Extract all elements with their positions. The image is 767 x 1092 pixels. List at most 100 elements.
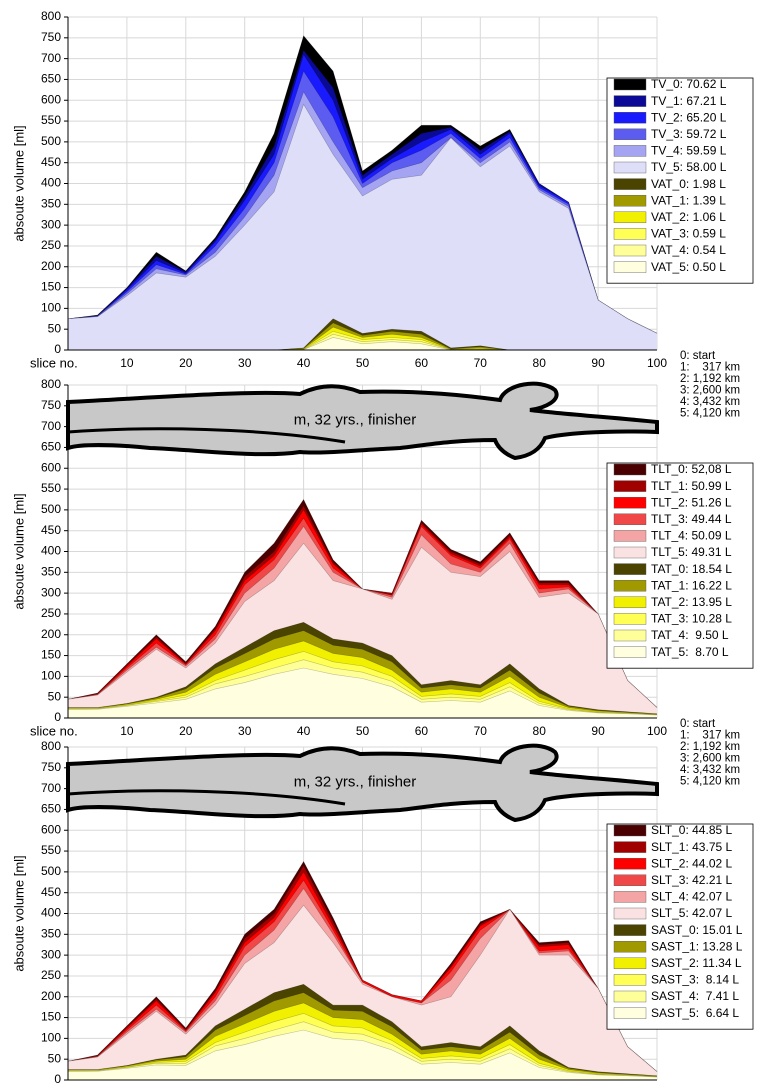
area xyxy=(68,1030,657,1080)
legend-label: SLT_1: 43.75 L xyxy=(651,840,732,854)
area-outline xyxy=(68,1013,658,1077)
legend-swatch xyxy=(613,974,647,986)
distance-key: 2: 1,192 km xyxy=(680,373,740,385)
legend-label: SAST_1: 13.28 L xyxy=(651,939,743,953)
legend-swatch xyxy=(613,646,647,658)
annotation: m, 32 yrs., finisher xyxy=(294,773,417,790)
legend-label: SLT_2: 44.02 L xyxy=(651,856,732,870)
legend-label: TLT_2: 51.26 L xyxy=(651,495,732,509)
legend-swatch xyxy=(613,957,647,969)
legend-label: TAT_1: 16.22 L xyxy=(651,578,732,592)
legend-swatch xyxy=(613,874,647,886)
y-tick-label: 550 xyxy=(41,843,61,857)
area xyxy=(68,331,657,350)
area-outline xyxy=(68,1021,658,1077)
y-tick-label: 300 xyxy=(41,947,61,961)
y-axis-label: absoute volume [ml] xyxy=(11,125,26,241)
legend-label: VAT_4: 0.54 L xyxy=(651,243,726,257)
y-tick-label: 400 xyxy=(41,544,61,558)
y-tick-label: 250 xyxy=(41,968,61,982)
legend: SLT_0: 44.85 L SLT_1: 43.75 L SLT_2: 44.02… xyxy=(606,823,754,1030)
distance-key: 1: 317 km xyxy=(680,362,740,374)
legend-label: TV_4: 59.59 L xyxy=(651,144,727,158)
legend-label: SAST_3: 8.14 L xyxy=(651,973,739,987)
legend-label: SAST_0: 15.01 L xyxy=(651,923,743,937)
legend-label: TLT_4: 50.09 L xyxy=(651,529,732,543)
legend-swatch xyxy=(613,990,647,1003)
legend-swatch xyxy=(613,841,647,853)
y-tick-label: 800 xyxy=(41,739,61,753)
y-tick-label: 50 xyxy=(48,321,62,335)
area xyxy=(68,337,657,350)
legend: TLT_0: 52,08 L TLT_1: 50.99 L TLT_2: 51.26… xyxy=(606,462,754,669)
y-tick-label: 450 xyxy=(41,885,61,899)
y-axis-label: absoute volume [ml] xyxy=(11,855,26,971)
legend-label: VAT_1: 1.39 L xyxy=(651,193,726,207)
legend-swatch xyxy=(613,924,647,936)
x-tick-label: 90 xyxy=(591,724,605,738)
area-outline xyxy=(68,621,658,715)
distance-key: 5: 4,120 km xyxy=(680,408,740,420)
distance-key: 0: start xyxy=(680,718,716,730)
y-tick-label: 450 xyxy=(41,155,61,169)
legend-label: TLT_3: 49.44 L xyxy=(651,512,732,526)
legend-swatch xyxy=(613,497,647,509)
area-outline xyxy=(67,871,658,1072)
legend: TV_0: 70.62 L TV_1: 67.21 L TV_2: 65.20 L T… xyxy=(606,77,754,284)
y-tick-label: 550 xyxy=(41,481,61,495)
annotation: m, 32 yrs., finisher xyxy=(294,411,417,428)
y-tick-label: 250 xyxy=(41,606,61,620)
x-tick-label: 20 xyxy=(179,356,193,370)
y-tick-label: 150 xyxy=(41,1010,61,1024)
x-axis-label: slice no. xyxy=(30,355,78,370)
legend-swatch xyxy=(613,228,647,240)
y-tick-label: 550 xyxy=(41,113,61,127)
area-outline xyxy=(67,70,658,334)
body-silhouette xyxy=(66,381,659,461)
distance-key: 4: 3,432 km xyxy=(680,396,740,408)
legend-label: SAST_2: 11.34 L xyxy=(651,956,742,970)
y-tick-label: 200 xyxy=(41,259,61,273)
x-tick-label: 50 xyxy=(356,356,370,370)
y-tick-label: 750 xyxy=(41,760,61,774)
legend-label: TLT_5: 49.31 L xyxy=(651,545,732,559)
legend-label: SLT_3: 42.21 L xyxy=(651,873,732,887)
legend-swatch xyxy=(613,596,647,608)
area xyxy=(68,334,657,350)
x-tick-label: 60 xyxy=(415,724,429,738)
area-outline xyxy=(67,91,658,334)
area xyxy=(68,104,657,351)
x-tick-label: 70 xyxy=(474,724,488,738)
y-tick-label: 50 xyxy=(48,1051,62,1065)
y-tick-label: 0 xyxy=(54,1072,61,1086)
y-tick-label: 0 xyxy=(54,710,61,724)
y-tick-label: 600 xyxy=(41,822,61,836)
legend-swatch xyxy=(613,480,647,492)
y-tick-label: 350 xyxy=(41,564,61,578)
y-tick-label: 700 xyxy=(41,419,61,433)
chart xyxy=(67,746,658,1081)
legend-label: TV_0: 70.62 L xyxy=(651,77,727,91)
labels: 0501001502002503003504004505005506006507… xyxy=(11,9,754,1086)
area-outline xyxy=(68,630,658,715)
legend-label: SLT_0: 44.85 L xyxy=(651,823,732,837)
x-tick-label: 30 xyxy=(238,356,252,370)
legend-swatch xyxy=(613,513,647,525)
y-tick-label: 350 xyxy=(41,926,61,940)
silhouette-shape xyxy=(66,381,659,461)
legend-label: TAT_3: 10.28 L xyxy=(651,612,732,626)
area-outline xyxy=(67,103,658,334)
area-outline xyxy=(68,983,658,1077)
y-tick-label: 200 xyxy=(41,627,61,641)
y-tick-label: 750 xyxy=(41,398,61,412)
x-axis-label: slice no. xyxy=(30,723,78,738)
area xyxy=(68,327,657,350)
legend-swatch xyxy=(613,629,647,642)
legend-swatch xyxy=(613,563,647,575)
y-tick-label: 450 xyxy=(41,523,61,537)
legend-label: TAT_2: 13.95 L xyxy=(651,595,732,609)
legend-label: TLT_1: 50.99 L xyxy=(651,479,732,493)
x-tick-label: 50 xyxy=(356,724,370,738)
y-tick-label: 500 xyxy=(41,502,61,516)
x-tick-label: 100 xyxy=(647,724,667,738)
